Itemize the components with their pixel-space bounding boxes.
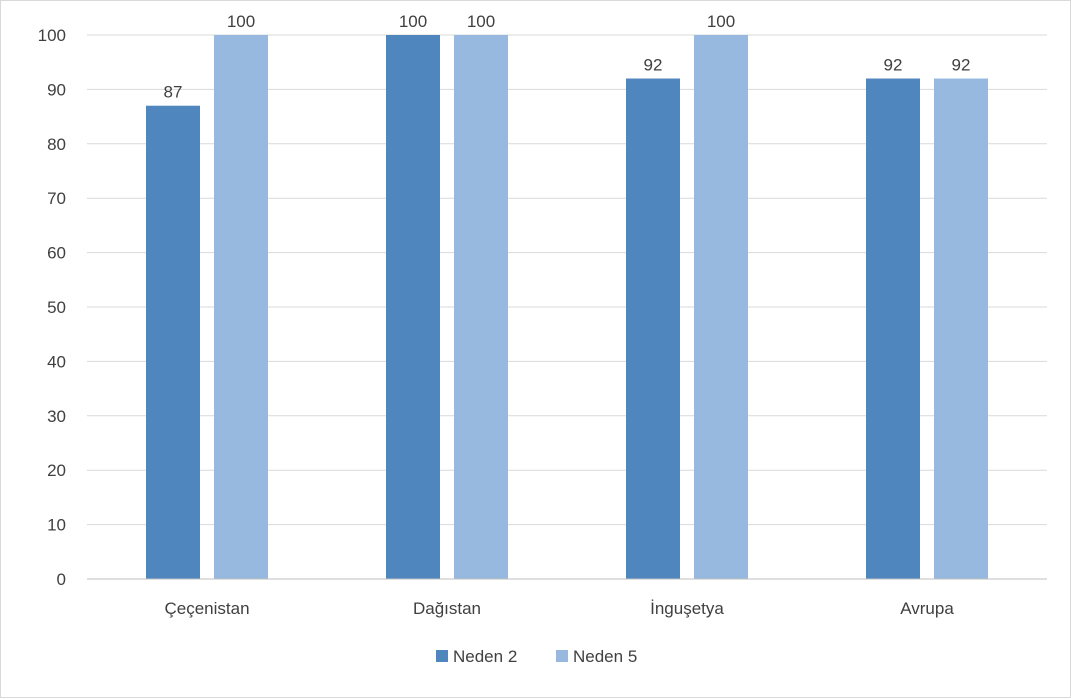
x-tick-label: Dağıstan (413, 599, 481, 618)
legend-swatch (436, 650, 448, 662)
y-tick-label: 80 (47, 135, 66, 154)
bar (454, 35, 508, 579)
y-tick-label: 40 (47, 352, 66, 371)
data-label: 100 (227, 12, 255, 31)
data-label: 92 (952, 56, 971, 75)
y-tick-label: 20 (47, 461, 66, 480)
y-tick-label: 30 (47, 407, 66, 426)
y-tick-label: 60 (47, 244, 66, 263)
x-tick-label: Avrupa (900, 599, 954, 618)
x-tick-label: Çeçenistan (164, 599, 249, 618)
bar (146, 105, 200, 579)
y-tick-label: 100 (38, 26, 66, 45)
y-tick-label: 0 (57, 570, 66, 589)
x-tick-label: İnguşetya (650, 599, 724, 618)
bar (214, 35, 268, 579)
y-tick-label: 90 (47, 80, 66, 99)
data-label: 92 (644, 56, 663, 75)
legend-label: Neden 2 (453, 647, 517, 666)
bar (866, 78, 920, 580)
bar (386, 35, 440, 579)
bar (694, 35, 748, 579)
data-label: 92 (884, 56, 903, 75)
data-label: 87 (164, 83, 183, 102)
bar (626, 78, 680, 580)
y-tick-label: 70 (47, 189, 66, 208)
data-label: 100 (399, 12, 427, 31)
bar (934, 78, 988, 580)
y-tick-label: 50 (47, 298, 66, 317)
legend-label: Neden 5 (573, 647, 637, 666)
y-tick-label: 10 (47, 516, 66, 535)
legend-swatch (556, 650, 568, 662)
data-label: 100 (467, 12, 495, 31)
data-label: 100 (707, 12, 735, 31)
